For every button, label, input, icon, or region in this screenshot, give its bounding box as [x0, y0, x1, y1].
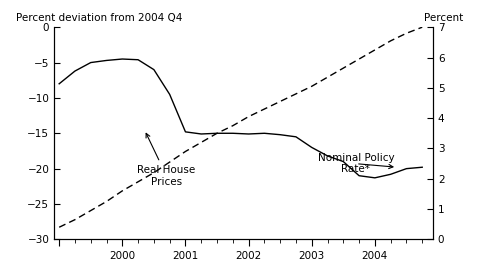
- Text: Percent deviation from 2004 Q4: Percent deviation from 2004 Q4: [16, 13, 183, 23]
- Text: Percent: Percent: [424, 13, 463, 23]
- Text: Real House
Prices: Real House Prices: [137, 133, 196, 187]
- Text: Nominal Policy
Rate*: Nominal Policy Rate*: [318, 153, 394, 175]
